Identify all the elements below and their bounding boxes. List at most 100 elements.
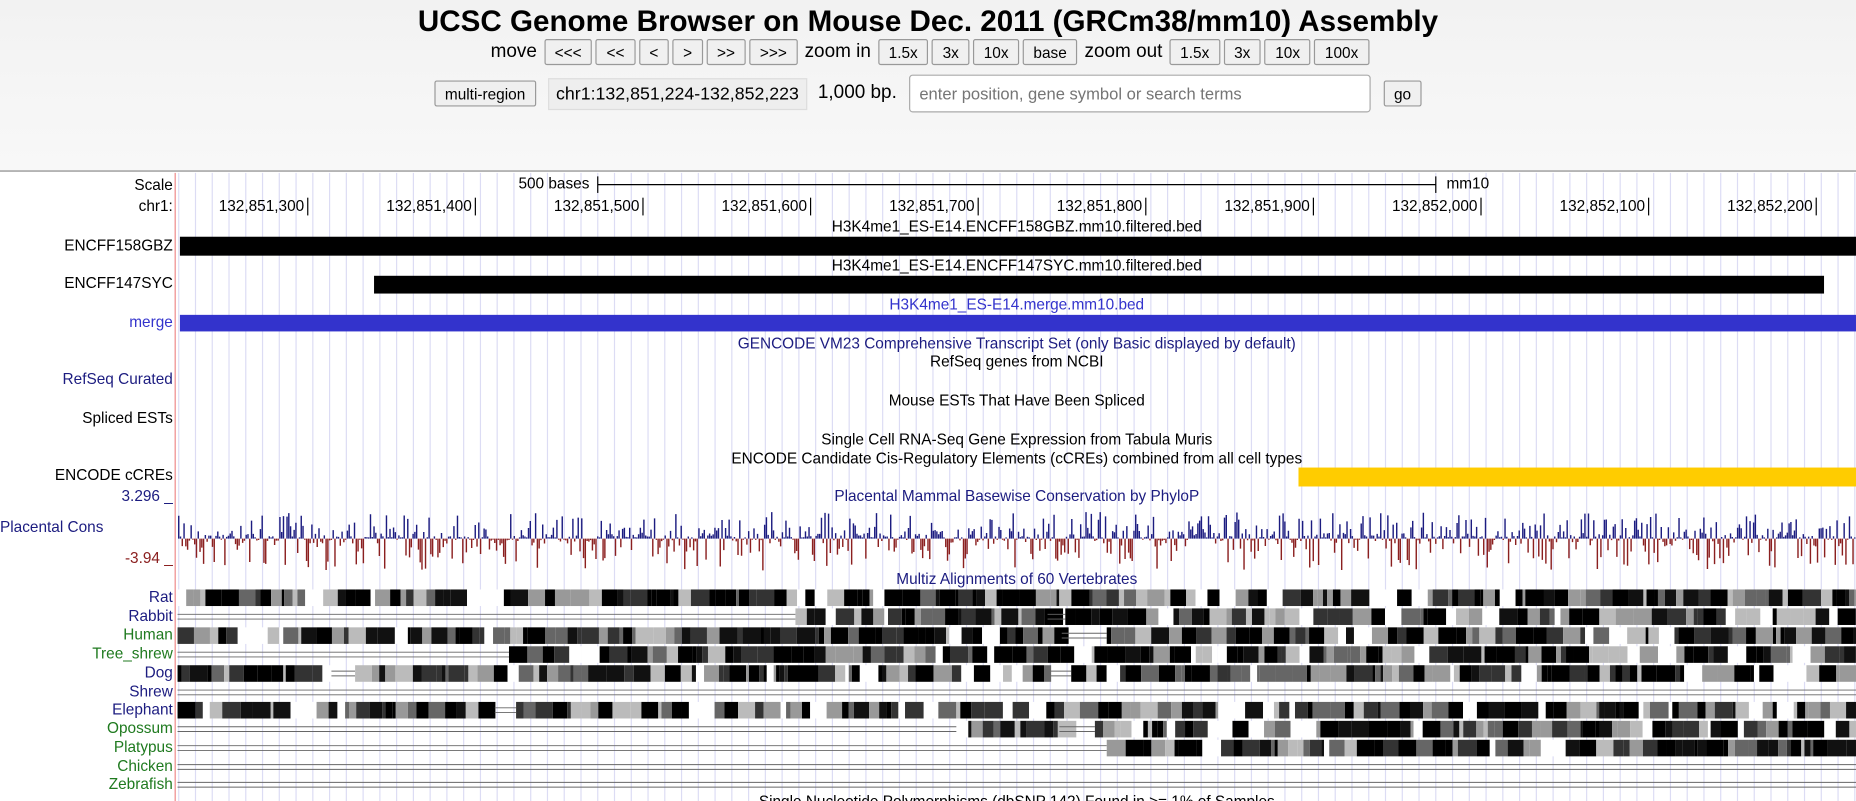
scale-label: Scale bbox=[134, 177, 172, 194]
nav-button[interactable]: <<< bbox=[544, 39, 593, 66]
nav-button[interactable]: << bbox=[595, 39, 636, 66]
alignment-block bbox=[1734, 739, 1749, 757]
nav-button[interactable]: 10x bbox=[1264, 39, 1311, 66]
alignment-block bbox=[337, 589, 346, 607]
alignment-block bbox=[1346, 627, 1354, 644]
alignment-block bbox=[1482, 608, 1500, 625]
alignment-block bbox=[1329, 739, 1345, 757]
alignment-block bbox=[1533, 627, 1547, 644]
alignment-block bbox=[1678, 701, 1698, 719]
track-label: ENCFF147SYC bbox=[64, 275, 173, 292]
alignment-block bbox=[523, 701, 536, 719]
alignment-block bbox=[680, 665, 692, 682]
alignment-block bbox=[1299, 608, 1314, 625]
alignment-block bbox=[958, 608, 962, 625]
alignment-block bbox=[835, 646, 854, 663]
nav-button[interactable]: > bbox=[672, 39, 703, 66]
alignment-block bbox=[1684, 646, 1694, 663]
alignment-block bbox=[1175, 665, 1182, 682]
alignment-block bbox=[1703, 608, 1717, 625]
alignment-block bbox=[1488, 701, 1505, 719]
alignment-block bbox=[1479, 665, 1492, 682]
alignment-block bbox=[1242, 739, 1260, 757]
alignment-block bbox=[848, 665, 852, 682]
alignment-block bbox=[814, 608, 826, 625]
alignment-block bbox=[623, 589, 631, 607]
alignment-block bbox=[1020, 720, 1027, 738]
alignment-block bbox=[1184, 665, 1192, 682]
alignment-block bbox=[1174, 739, 1179, 757]
alignment-block bbox=[1374, 739, 1384, 757]
alignment-block bbox=[1060, 646, 1075, 663]
alignment-block bbox=[598, 627, 608, 644]
alignment-block bbox=[1645, 627, 1649, 644]
alignment-block bbox=[1003, 665, 1012, 682]
nav-button[interactable]: 1.5x bbox=[1169, 39, 1220, 66]
alignment-block bbox=[918, 627, 926, 644]
go-button[interactable]: go bbox=[1383, 80, 1422, 107]
alignment-block bbox=[1846, 701, 1856, 719]
nav-button[interactable]: 3x bbox=[1223, 39, 1262, 66]
nav-button[interactable]: >> bbox=[706, 39, 746, 66]
ruler-position: 132,851,500 bbox=[554, 198, 640, 215]
alignment-block bbox=[456, 701, 466, 719]
alignment-block bbox=[664, 665, 681, 682]
alignment-block bbox=[1243, 646, 1259, 663]
alignment-block bbox=[1306, 665, 1311, 682]
alignment-block bbox=[709, 589, 716, 607]
alignment-block bbox=[554, 646, 570, 663]
alignment-block bbox=[968, 646, 973, 663]
alignment-block bbox=[1505, 665, 1512, 682]
nav-button[interactable]: < bbox=[638, 39, 669, 66]
alignment-block bbox=[558, 665, 571, 682]
alignment-block bbox=[1728, 627, 1733, 644]
alignment-block bbox=[455, 627, 460, 644]
alignment-block bbox=[421, 665, 437, 682]
alignment-block bbox=[1375, 665, 1381, 682]
alignment-block bbox=[1333, 646, 1348, 663]
alignment-block bbox=[1151, 627, 1170, 644]
alignment-block bbox=[842, 701, 849, 719]
alignment-block bbox=[724, 701, 739, 719]
alignment-block bbox=[436, 665, 442, 682]
alignment-block bbox=[567, 701, 571, 719]
multi-region-button[interactable]: multi-region bbox=[434, 80, 536, 107]
alignment-block bbox=[1292, 665, 1307, 682]
alignment-block bbox=[394, 627, 408, 644]
alignment-block bbox=[1423, 627, 1439, 644]
alignment-block bbox=[207, 665, 212, 682]
alignment-block bbox=[996, 589, 1003, 607]
alignment-block bbox=[1489, 739, 1496, 757]
ruler-position: 132,852,100 bbox=[1560, 198, 1646, 215]
alignment-block bbox=[385, 701, 393, 719]
alignment-block bbox=[1518, 720, 1532, 738]
alignment-block bbox=[1324, 739, 1330, 757]
nav-button[interactable]: 10x bbox=[973, 39, 1020, 66]
alignment-block bbox=[243, 665, 258, 682]
alignment-block bbox=[888, 608, 902, 625]
alignment-block bbox=[292, 589, 298, 607]
alignment-block bbox=[1279, 701, 1290, 719]
alignment-block bbox=[542, 646, 555, 663]
alignment-block bbox=[786, 701, 791, 719]
alignment-block bbox=[1648, 627, 1659, 644]
nav-button[interactable]: 100x bbox=[1314, 39, 1369, 66]
nav-button[interactable]: 1.5x bbox=[877, 39, 929, 66]
alignment-block bbox=[477, 665, 494, 682]
nav-button[interactable]: 3x bbox=[931, 39, 970, 66]
alignment-block bbox=[1587, 665, 1600, 682]
alignment-block bbox=[1776, 627, 1781, 644]
alignment-block bbox=[1787, 589, 1803, 607]
alignment-block bbox=[211, 665, 225, 682]
alignment-block bbox=[737, 627, 743, 644]
nav-button[interactable]: >>> bbox=[749, 39, 798, 66]
alignment-block bbox=[1111, 627, 1125, 644]
alignment-block bbox=[1103, 720, 1115, 738]
alignment-block bbox=[1698, 589, 1711, 607]
alignment-block bbox=[1836, 665, 1840, 682]
alignment-block bbox=[1140, 701, 1158, 719]
nav-button[interactable]: base bbox=[1022, 39, 1078, 66]
track-title: Mouse ESTs That Have Been Spliced bbox=[889, 392, 1145, 409]
search-input[interactable] bbox=[908, 74, 1371, 113]
alignment-block bbox=[1106, 739, 1126, 757]
